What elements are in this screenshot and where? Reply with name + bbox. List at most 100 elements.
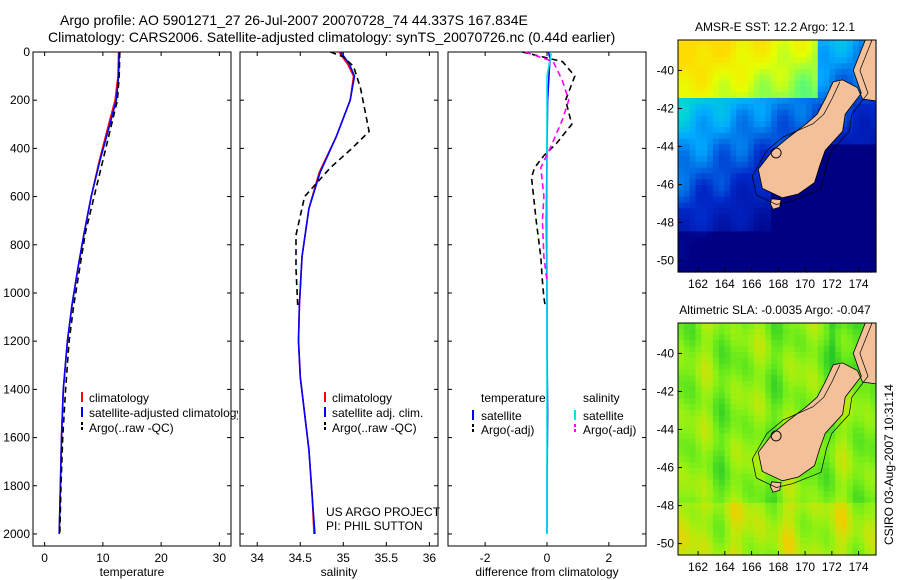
map-cell bbox=[718, 369, 726, 376]
legend-entry: satellite bbox=[583, 409, 624, 423]
map-cell bbox=[777, 334, 784, 341]
map-cell bbox=[846, 549, 854, 556]
map-cell bbox=[695, 45, 702, 53]
map-cell bbox=[794, 543, 801, 550]
x-axis-label: difference from climatology bbox=[475, 565, 618, 579]
map-cell bbox=[852, 456, 860, 463]
map-title: Altimetric SLA: -0.0035 Argo: -0.047 bbox=[679, 303, 871, 317]
map-cell bbox=[817, 167, 825, 174]
map-cell bbox=[683, 92, 691, 99]
map-cell bbox=[701, 404, 708, 411]
map-cell bbox=[864, 185, 871, 192]
map-cell bbox=[683, 98, 691, 105]
map-cell bbox=[736, 456, 743, 463]
map-cell bbox=[771, 51, 778, 58]
map-cell bbox=[689, 381, 696, 388]
map-cell bbox=[736, 473, 743, 481]
map-cell bbox=[811, 392, 819, 399]
map-cell bbox=[858, 450, 865, 457]
map-cell bbox=[870, 248, 877, 256]
map-cell bbox=[765, 421, 772, 428]
map-cell bbox=[753, 260, 761, 267]
map-cell bbox=[765, 427, 772, 434]
map-cell bbox=[841, 433, 848, 440]
map-cell bbox=[724, 340, 731, 347]
map-cell bbox=[736, 415, 743, 423]
map-cell bbox=[678, 404, 685, 411]
map-cell bbox=[712, 86, 720, 93]
map-cell bbox=[811, 473, 819, 481]
map-cell bbox=[788, 219, 795, 227]
map-cell bbox=[689, 156, 696, 163]
map-cell bbox=[730, 156, 737, 163]
map-cell bbox=[689, 485, 696, 492]
map-cell bbox=[817, 375, 825, 382]
map-cell bbox=[736, 202, 743, 209]
map-cell bbox=[794, 369, 801, 376]
map-cell bbox=[765, 138, 772, 145]
map-cell bbox=[718, 340, 726, 347]
map-cell bbox=[753, 352, 761, 359]
map-cell bbox=[736, 363, 743, 370]
map-cell bbox=[689, 173, 696, 180]
map-cell bbox=[811, 531, 819, 539]
y-tick-label: 0 bbox=[23, 45, 30, 59]
map-cell bbox=[846, 127, 854, 134]
map-cell bbox=[707, 167, 714, 174]
map-cell bbox=[846, 450, 854, 457]
map-cell bbox=[846, 63, 854, 70]
map-cell bbox=[724, 456, 731, 463]
map-cell bbox=[765, 479, 772, 486]
map-cell bbox=[852, 491, 860, 498]
map-cell bbox=[817, 190, 825, 198]
map-cell bbox=[730, 369, 737, 376]
map-cell bbox=[759, 381, 766, 388]
map-cell bbox=[817, 543, 825, 550]
map-cell bbox=[736, 40, 743, 47]
map-cell bbox=[701, 219, 708, 227]
map-cell bbox=[782, 86, 790, 93]
map-cell bbox=[823, 202, 830, 209]
map-cell bbox=[829, 266, 836, 273]
map-cell bbox=[823, 57, 830, 64]
map-cell bbox=[782, 63, 790, 70]
map-cell bbox=[841, 514, 848, 521]
map-cell bbox=[858, 190, 865, 198]
map-cell bbox=[846, 398, 854, 405]
map-cell bbox=[841, 404, 848, 411]
map-cell bbox=[753, 369, 761, 376]
map-cell bbox=[771, 549, 778, 556]
map-cell bbox=[864, 549, 871, 556]
map-cell bbox=[794, 208, 801, 215]
map-cell bbox=[701, 462, 708, 469]
map-cell bbox=[829, 352, 836, 359]
map-cell bbox=[852, 502, 860, 510]
map-cell bbox=[695, 225, 702, 232]
map-cell bbox=[782, 196, 790, 203]
map-cell bbox=[730, 346, 737, 353]
map-cell bbox=[800, 45, 807, 53]
map-cell bbox=[759, 323, 766, 330]
map-cell bbox=[730, 404, 737, 411]
map-cell bbox=[747, 410, 755, 417]
map-cell bbox=[742, 132, 749, 140]
map-cell bbox=[771, 497, 778, 504]
map-cell bbox=[852, 543, 860, 550]
map-cell bbox=[870, 531, 877, 539]
map-cell bbox=[689, 109, 696, 116]
map-cell bbox=[747, 462, 755, 469]
map-cell bbox=[800, 398, 807, 405]
map-cell bbox=[788, 57, 795, 64]
map-cell bbox=[701, 86, 708, 93]
map-cell bbox=[788, 369, 795, 376]
map-cell bbox=[823, 260, 830, 267]
map-cell bbox=[870, 526, 877, 533]
map-cell bbox=[782, 260, 790, 267]
map-cell bbox=[823, 514, 830, 521]
map-cell bbox=[689, 398, 696, 405]
map-cell bbox=[765, 243, 772, 250]
map-cell bbox=[747, 346, 755, 353]
map-cell bbox=[829, 462, 836, 469]
map-cell bbox=[707, 231, 714, 238]
map-cell bbox=[695, 398, 702, 405]
